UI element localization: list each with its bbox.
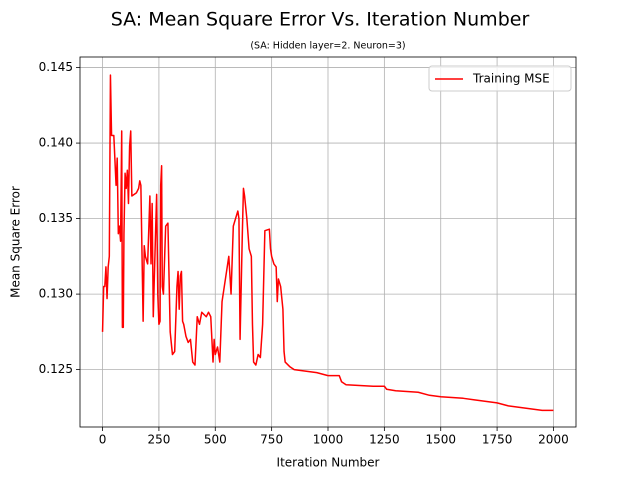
chart-subtitle: (SA: Hidden layer=2. Neuron=3) [250, 41, 405, 52]
x-tick-label: 750 [260, 433, 283, 447]
y-axis-label: Mean Square Error [9, 186, 23, 298]
x-axis-label: Iteration Number [277, 456, 380, 470]
x-tick-label: 1500 [425, 433, 456, 447]
y-tick-label: 0.140 [39, 136, 73, 150]
y-tick-label: 0.125 [39, 362, 73, 376]
y-tick-label: 0.145 [39, 60, 73, 74]
x-tick-label: 0 [99, 433, 107, 447]
x-tick-label: 1000 [313, 433, 344, 447]
x-tick-label: 2000 [538, 433, 569, 447]
x-tick-label: 1250 [369, 433, 400, 447]
legend-box [428, 65, 572, 92]
y-tick-label: 0.130 [39, 287, 73, 301]
y-tick-label: 0.135 [39, 211, 73, 225]
x-tick-label: 250 [147, 433, 170, 447]
x-tick-label: 1750 [482, 433, 513, 447]
legend-label: Training MSE [472, 72, 550, 86]
x-tick-label: 500 [204, 433, 227, 447]
plot-frame [79, 56, 577, 428]
data-line [101, 74, 554, 412]
chart-title: SA: Mean Square Error Vs. Iteration Numb… [111, 9, 530, 31]
